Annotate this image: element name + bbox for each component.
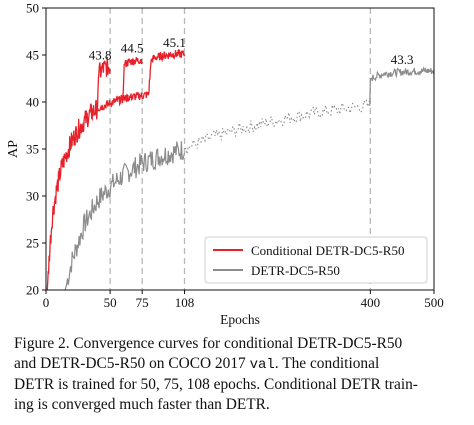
y-tick-label-40: 40 [26, 95, 39, 110]
legend-label-detr: DETR-DC5-R50 [251, 263, 340, 278]
y-tick-label-20: 20 [26, 283, 39, 298]
x-tick-label-0: 0 [43, 295, 50, 310]
convergence-chart: 20 25 30 35 40 45 50 0 50 75 108 400 500 43.8 44.5 45… [6, 1, 444, 328]
caption-line-1: Figure 2. Convergence curves for conditi… [14, 335, 403, 352]
figure-caption: Figure 2. Convergence curves for conditi… [14, 334, 454, 414]
value-label-43-8: 43.8 [89, 47, 112, 62]
detr-series-group [64, 65, 435, 291]
caption-code-val: val [249, 356, 275, 373]
caption-line-4: ing is converged much faster than DETR. [14, 395, 270, 413]
value-label-45-1: 45.1 [163, 35, 186, 50]
legend-label-conditional: Conditional DETR-DC5-R50 [251, 243, 404, 258]
y-tick-label-30: 30 [26, 189, 39, 204]
detr-line-early [64, 141, 186, 291]
caption-line-3: DETR is trained for 50, 75, 108 epochs. … [14, 376, 418, 394]
caption-line-2a: and DETR-DC5-R50 on COCO 2017 [14, 354, 250, 372]
conditional-run-108-epochs [122, 48, 186, 103]
detr-line-late [369, 65, 435, 106]
y-tick-label-45: 45 [26, 48, 39, 63]
x-tick-label-75: 75 [136, 295, 149, 310]
x-tick-label-500: 500 [424, 295, 444, 310]
value-label-44-5: 44.5 [121, 41, 144, 56]
legend: Conditional DETR-DC5-R50 DETR-DC5-R50 [204, 236, 428, 284]
legend-box [204, 236, 428, 284]
value-label-43-3: 43.3 [391, 52, 414, 67]
detr-line-middle-dotted [184, 98, 370, 155]
y-axis-label: AP [6, 140, 21, 158]
x-tick-label-50: 50 [104, 295, 117, 310]
caption-line-2b: . The conditional [274, 354, 380, 372]
y-axis: 20 25 30 35 40 45 50 [26, 1, 46, 298]
y-tick-label-35: 35 [26, 142, 39, 157]
y-tick-label-50: 50 [26, 1, 39, 16]
x-axis-label: Epochs [220, 312, 260, 327]
conditional-run-75-epochs [97, 57, 143, 112]
x-axis: 0 50 75 108 400 500 [43, 290, 444, 310]
conditional-run-50-epochs [46, 56, 111, 291]
x-tick-label-400: 400 [361, 295, 381, 310]
y-tick-label-25: 25 [26, 236, 39, 251]
conditional-detr-series-group [46, 48, 186, 291]
annotations: 43.8 44.5 45.1 43.3 [89, 35, 414, 67]
x-tick-label-108: 108 [175, 295, 195, 310]
